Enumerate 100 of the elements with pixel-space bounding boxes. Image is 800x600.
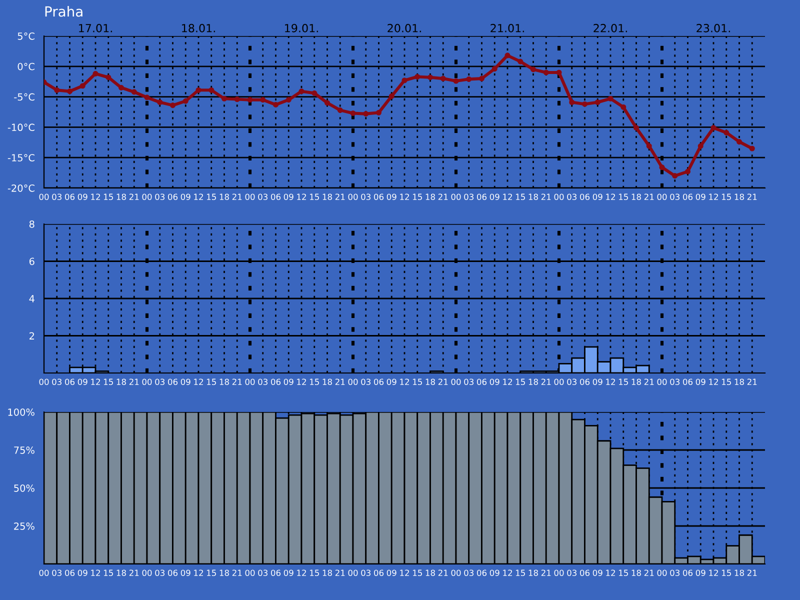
x-tick-label: 21 <box>644 378 654 385</box>
x-tick-label: 12 <box>194 570 203 576</box>
x-tick-label: 03 <box>567 194 577 200</box>
x-tick-label: 00 <box>142 570 152 576</box>
x-tick-label: 12 <box>503 194 512 200</box>
x-tick-label: 12 <box>297 570 306 576</box>
x-tick-label: 18 <box>220 194 229 200</box>
x-tick-label: 15 <box>722 378 731 386</box>
x-tick-label: 03 <box>155 194 165 200</box>
x-tick-label: 06 <box>476 570 487 576</box>
x-tick-label: 12 <box>606 194 615 200</box>
x-tick-label: 12 <box>91 378 100 385</box>
x-tick-label: 03 <box>464 570 474 576</box>
x-tick-label: 18 <box>426 570 435 576</box>
x-tick-label: 15 <box>310 378 319 386</box>
x-tick-label: 09 <box>592 378 602 386</box>
x-tick-label: 15 <box>516 194 525 200</box>
x-tick-label: 00 <box>554 378 564 386</box>
x-tick-label: 15 <box>206 194 216 200</box>
x-tick-label: 15 <box>310 194 319 200</box>
y-tick-label: 8 <box>29 220 34 228</box>
x-tick-label: 18 <box>116 194 126 200</box>
text: 18.01. <box>182 24 215 32</box>
x-tick-label: 00 <box>451 194 461 200</box>
x-tick-label: 15 <box>310 570 319 576</box>
x-tick-label: 12 <box>503 378 512 385</box>
x-tick-label: 00 <box>348 194 358 200</box>
x-tick-label: 09 <box>180 570 190 576</box>
x-tick-label: 09 <box>284 194 294 200</box>
point <box>478 76 485 82</box>
x-tick-label: 03 <box>155 570 165 576</box>
x-tick-label: 15 <box>104 378 113 386</box>
x-tick-label: 12 <box>709 570 718 576</box>
x-tick-label: 18 <box>116 378 126 386</box>
x-tick-label: 12 <box>606 378 615 385</box>
x-tick-label: 06 <box>682 194 693 200</box>
x-tick-label: 15 <box>104 570 113 576</box>
x-tick-label: 15 <box>412 378 422 386</box>
x-tick-label: 06 <box>374 570 384 576</box>
y-tick-label: -5°C <box>14 93 34 101</box>
x-tick-label: 00 <box>348 378 358 386</box>
x-tick-label: 09 <box>386 570 396 576</box>
x-tick-label: 03 <box>52 194 62 200</box>
point <box>376 110 382 116</box>
x-tick-label: 18 <box>426 378 435 386</box>
x-tick-label: 03 <box>361 570 371 576</box>
x-tick-label: 18 <box>734 570 744 576</box>
x-tick-label: 15 <box>412 570 422 576</box>
x-tick-label: 09 <box>78 570 88 576</box>
x-tick-label: 12 <box>91 194 100 200</box>
x-tick-label: 00 <box>554 570 564 576</box>
x-tick-label: 09 <box>284 378 294 386</box>
x-tick-label: 21 <box>129 570 139 576</box>
x-tick-label: 09 <box>386 378 396 386</box>
x-tick-label: 12 <box>194 378 203 385</box>
x-tick-label: 09 <box>180 378 190 386</box>
point <box>170 102 176 108</box>
x-tick-label: 03 <box>258 570 268 576</box>
x-tick-label: 06 <box>168 570 178 576</box>
x-tick-label: 18 <box>528 194 538 200</box>
x-tick-label: 03 <box>464 194 474 200</box>
x-tick-label: 06 <box>476 378 487 386</box>
x-tick-label: 00 <box>39 194 49 200</box>
x-tick-label: 15 <box>618 194 628 200</box>
x-tick-label: 21 <box>129 378 139 385</box>
y-tick-label: 0°C <box>18 62 34 70</box>
x-tick-label: 06 <box>682 570 693 576</box>
x-tick-label: 18 <box>322 570 332 576</box>
x-tick-label: 18 <box>632 194 641 200</box>
x-tick-label: 21 <box>541 378 551 385</box>
x-tick-label: 12 <box>194 194 203 200</box>
x-tick-label: 21 <box>747 378 757 385</box>
y-tick-label: 5°C <box>18 32 34 40</box>
x-tick-label: 18 <box>632 378 641 386</box>
x-tick-label: 21 <box>747 194 757 200</box>
x-tick-label: 21 <box>747 570 757 576</box>
x-tick-label: 12 <box>709 194 718 200</box>
point <box>118 84 124 90</box>
y-tick-label: 75% <box>14 446 34 454</box>
x-tick-label: 00 <box>39 570 49 576</box>
x-tick-label: 00 <box>142 194 152 200</box>
x-tick-label: 21 <box>541 194 551 200</box>
x-tick-label: 09 <box>386 194 396 200</box>
x-tick-label: 12 <box>91 570 100 576</box>
x-tick-label: 00 <box>142 378 152 386</box>
x-tick-label: 21 <box>541 570 551 576</box>
point <box>221 96 228 102</box>
x-tick-label: 06 <box>682 378 693 386</box>
x-tick-label: 12 <box>400 194 409 200</box>
x-tick-label: 03 <box>361 378 371 386</box>
x-tick-label: 12 <box>709 378 718 385</box>
x-tick-label: 00 <box>554 194 564 200</box>
chart-title: Praha <box>45 6 82 17</box>
x-tick-label: 09 <box>490 570 500 576</box>
point <box>736 139 742 145</box>
text: 20.01. <box>388 24 421 32</box>
x-tick-label: 09 <box>284 570 294 576</box>
text: 21.01. <box>490 24 524 32</box>
x-tick-label: 00 <box>39 378 49 386</box>
x-tick-label: 09 <box>180 194 190 200</box>
